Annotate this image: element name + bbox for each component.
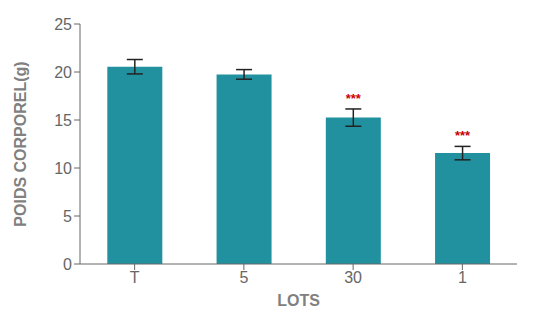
svg-text:5: 5 [63, 208, 72, 225]
svg-text:LOTS: LOTS [277, 292, 320, 309]
svg-text:POIDS CORPOREL(g): POIDS CORPOREL(g) [12, 61, 29, 226]
svg-text:10: 10 [54, 160, 72, 177]
svg-text:***: *** [346, 91, 362, 106]
svg-text:25: 25 [54, 16, 72, 33]
svg-text:***: *** [455, 128, 471, 143]
svg-text:0: 0 [63, 256, 72, 273]
svg-text:1: 1 [458, 269, 467, 286]
svg-text:15: 15 [54, 112, 72, 129]
svg-text:T: T [130, 269, 140, 286]
svg-text:30: 30 [344, 269, 362, 286]
svg-text:5: 5 [239, 269, 248, 286]
svg-text:20: 20 [54, 64, 72, 81]
